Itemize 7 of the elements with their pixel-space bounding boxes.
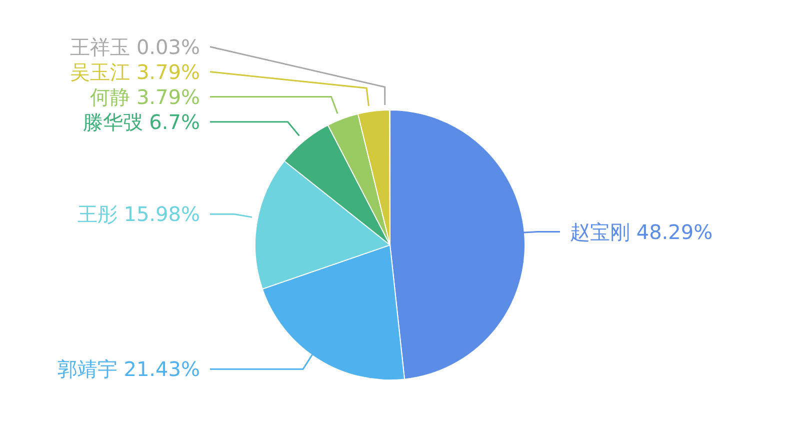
slice-label: 吴玉江 3.79% [70, 60, 200, 84]
slice-label: 王彤 15.98% [77, 202, 200, 226]
slice-label: 赵宝刚 48.29% [570, 220, 713, 244]
slice-label: 郭靖宇 21.43% [57, 357, 200, 382]
slice-label: 何静 3.79% [90, 84, 200, 109]
slice-label: 王祥玉 0.03% [70, 34, 200, 59]
slice-label: 滕华弢 6.7% [82, 110, 200, 134]
